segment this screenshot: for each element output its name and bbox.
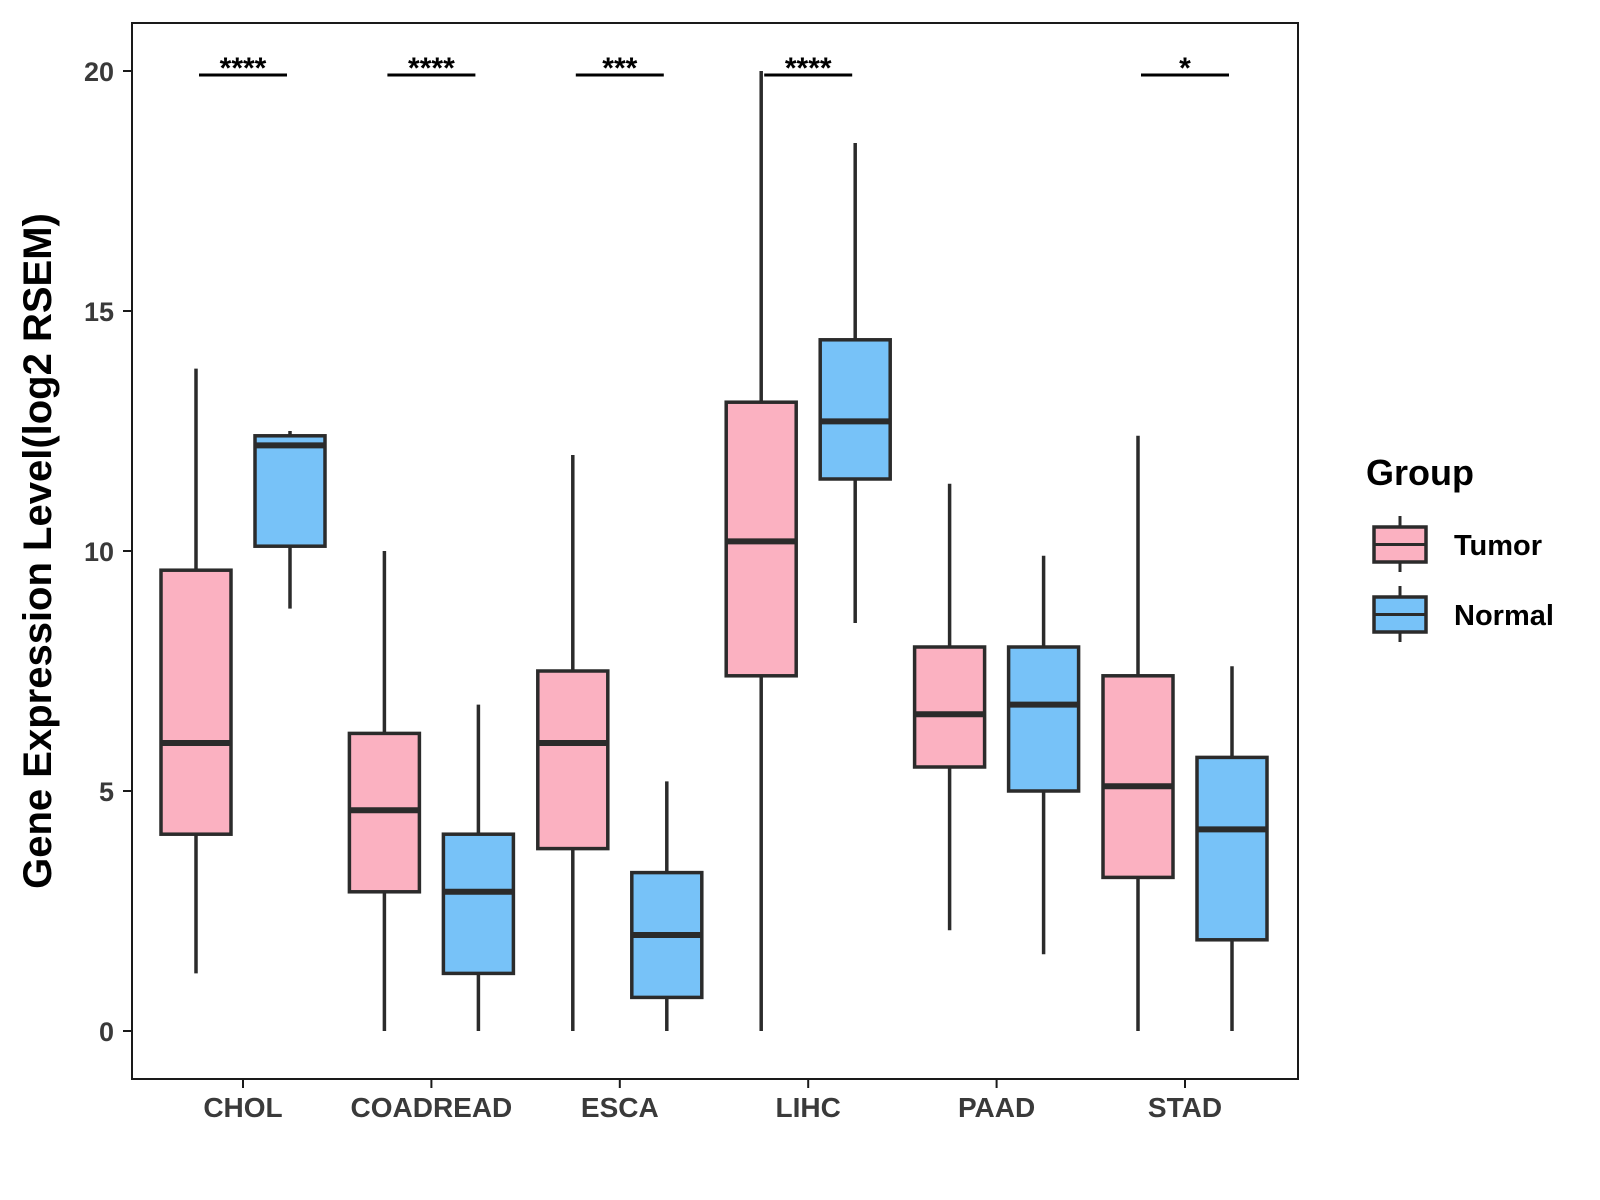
x-tick-label: LIHC — [776, 1092, 841, 1123]
legend-label-tumor: Tumor — [1454, 530, 1542, 562]
y-axis-title: Gene Expression Level(log2 RSEM) — [16, 213, 60, 889]
iqr-box — [441, 832, 516, 976]
plot-background — [132, 23, 1298, 1079]
iqr-box — [253, 434, 327, 548]
iqr-box — [1195, 755, 1269, 942]
iqr-box — [1006, 645, 1081, 793]
y-tick-label: 10 — [84, 537, 114, 567]
x-tick-label: PAAD — [958, 1092, 1035, 1123]
y-tick-label: 20 — [84, 57, 114, 87]
significance-label: **** — [220, 52, 267, 85]
iqr-box — [912, 645, 987, 769]
x-axis: CHOL COADREAD ESCA LIHC PAAD STAD — [203, 1079, 1222, 1123]
significance-label: **** — [785, 52, 832, 85]
box-normal-paad — [1006, 555, 1081, 955]
y-tick-label: 0 — [99, 1017, 114, 1047]
x-tick-label: CHOL — [203, 1092, 282, 1123]
box-tumor-esca — [536, 455, 610, 1031]
y-axis: 0 5 10 15 20 — [84, 57, 132, 1047]
iqr-box — [536, 669, 610, 851]
legend-entry-normal: Normal — [1372, 586, 1554, 642]
significance-coadread: **** — [387, 52, 476, 85]
y-tick-label: 5 — [99, 777, 114, 807]
significance-esca: *** — [575, 52, 664, 85]
box-tumor-lihc — [724, 71, 798, 1031]
significance-label: *** — [602, 52, 637, 85]
iqr-box — [159, 568, 233, 836]
x-tick-label: ESCA — [581, 1092, 659, 1123]
significance-layer: **** **** *** **** * — [199, 52, 1229, 85]
legend: Group Tumor Normal — [1366, 452, 1554, 642]
y-tick-label: 15 — [84, 297, 114, 327]
box-tumor-stad — [1101, 435, 1175, 1031]
box-tumor-paad — [912, 483, 987, 931]
box-normal-stad — [1195, 666, 1269, 1031]
boxes-layer — [159, 71, 1269, 1031]
significance-label: * — [1179, 52, 1191, 85]
box-normal-lihc — [818, 143, 892, 623]
box-tumor-coadread — [347, 551, 422, 1031]
box-normal-coadread — [441, 704, 516, 1031]
x-tick-label: COADREAD — [351, 1092, 513, 1123]
legend-title: Group — [1366, 452, 1474, 493]
box-tumor-chol — [159, 368, 233, 974]
legend-entry-tumor: Tumor — [1372, 516, 1542, 572]
iqr-box — [818, 338, 892, 481]
legend-label-normal: Normal — [1454, 600, 1554, 632]
iqr-box — [1101, 674, 1175, 880]
significance-chol: **** — [199, 52, 287, 85]
box-normal-chol — [253, 431, 327, 609]
x-tick-label: STAD — [1148, 1092, 1222, 1123]
significance-lihc: **** — [764, 52, 853, 85]
box-normal-esca — [630, 781, 704, 1031]
significance-label: **** — [408, 52, 455, 85]
significance-stad: * — [1141, 52, 1229, 85]
